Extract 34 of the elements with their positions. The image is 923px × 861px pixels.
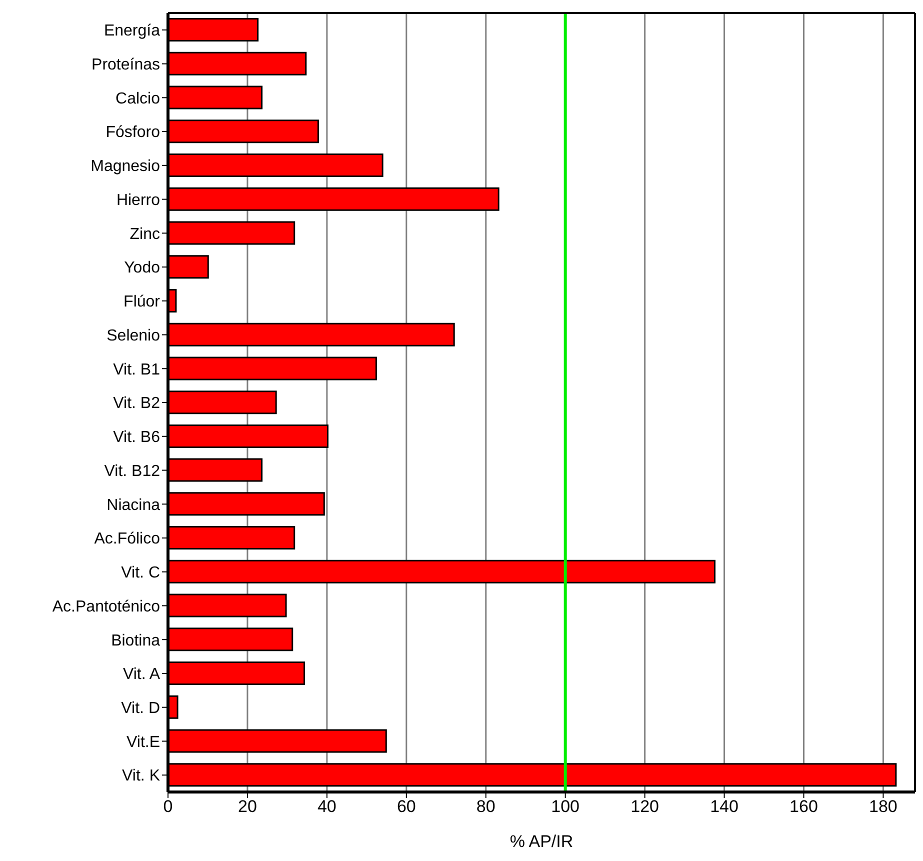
x-tick-label: 0 (163, 797, 173, 816)
y-tick-label: Ac.Fólico (94, 530, 160, 548)
x-tick-label: 180 (869, 797, 898, 816)
y-tick-label: Vit. B6 (113, 429, 160, 446)
y-tick-label: Vit.E (126, 734, 160, 751)
x-axis-title: % AP/IR (510, 832, 574, 851)
x-tick-label: 100 (551, 797, 580, 816)
y-tick-label: Niacina (106, 496, 160, 514)
y-tick-label: Calcio (116, 90, 160, 108)
x-tick-label: 60 (396, 797, 416, 816)
y-tick-label: Vit. B12 (104, 462, 160, 480)
x-tick-label: 160 (790, 797, 818, 816)
y-tick-label: Proteínas (92, 56, 160, 74)
y-tick-label: Vit. B2 (113, 395, 160, 412)
x-tick-label: 120 (630, 797, 659, 816)
x-tick-label: 40 (317, 797, 336, 816)
y-tick-label: Vit. D (121, 700, 160, 718)
x-tick-label: 140 (710, 797, 738, 816)
x-tick-label: 20 (238, 797, 257, 816)
y-tick-label: Magnesio (90, 158, 160, 176)
y-tick-label: Vit. K (122, 768, 160, 785)
y-tick-label: Zinc (130, 226, 160, 243)
y-tick-label: Flúor (124, 294, 161, 311)
y-tick-label: Vit. B1 (113, 361, 160, 378)
y-tick-label: Biotina (111, 632, 160, 650)
y-tick-label: Energía (104, 22, 160, 40)
x-tick-label: 80 (476, 797, 496, 816)
y-tick-label: Yodo (124, 260, 160, 277)
y-tick-label: Ac.Pantoténico (52, 598, 160, 616)
y-tick-label: Selenio (106, 327, 160, 344)
y-tick-label: Hierro (116, 192, 160, 209)
y-tick-label: Vit. C (121, 564, 160, 582)
y-tick-label: Vit. A (122, 666, 160, 684)
y-tick-label: Fósforo (106, 124, 160, 142)
